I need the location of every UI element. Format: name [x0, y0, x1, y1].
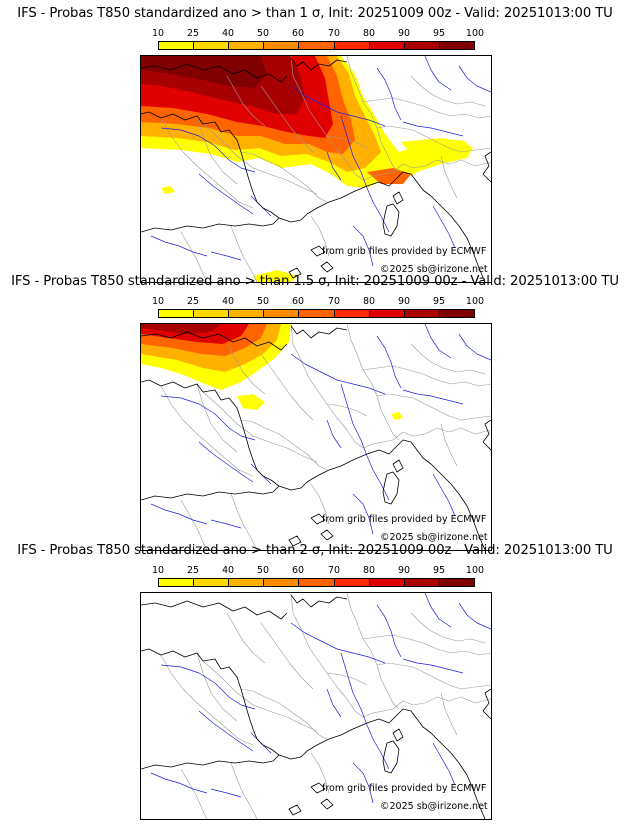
map-panel-1: IFS - Probas T850 standardized ano > tha… — [0, 6, 630, 283]
colorbar-tick-label: 95 — [432, 28, 446, 39]
panel-title: IFS - Probas T850 standardized ano > tha… — [11, 274, 619, 289]
colorbar-swatch — [439, 310, 474, 317]
colorbar-swatch — [404, 42, 440, 49]
probability-band-10-alps — [391, 412, 403, 420]
colorbar-swatch — [404, 579, 440, 586]
colorbar-ticks: 10 25 40 50 60 70 80 90 95 100 — [152, 565, 484, 576]
colorbar-swatch — [264, 42, 300, 49]
colorbar-tick-label: 80 — [362, 565, 376, 576]
colorbar-tick-label: 60 — [291, 296, 305, 307]
colorbar-swatch — [194, 42, 230, 49]
colorbar-tick-label: 10 — [151, 565, 165, 576]
colorbar-ticks: 10 25 40 50 60 70 80 90 95 100 — [152, 28, 484, 39]
colorbar-tick-label: 90 — [397, 28, 411, 39]
colorbar-tick-label: 40 — [221, 565, 235, 576]
colorbar-tick-label: 90 — [397, 296, 411, 307]
colorbar-tick-label: 50 — [256, 28, 270, 39]
colorbar-tick-label: 70 — [327, 565, 341, 576]
probability-band-95 — [141, 56, 267, 88]
colorbar-swatches — [158, 309, 475, 318]
panel-title: IFS - Probas T850 standardized ano > tha… — [17, 543, 613, 558]
colorbar-swatch — [299, 579, 335, 586]
credit-source: from grib files provided by ECMWF — [322, 514, 487, 525]
colorbar-swatch — [404, 310, 440, 317]
coastline — [141, 57, 491, 282]
probability-band-10-south — [253, 270, 297, 282]
colorbar-swatch — [369, 310, 405, 317]
colorbar-swatch — [194, 310, 230, 317]
colorbar-swatch — [369, 42, 405, 49]
colorbar-swatch — [299, 42, 335, 49]
colorbar-swatch — [229, 310, 265, 317]
colorbar-swatch — [439, 579, 474, 586]
colorbar-legend: 10 25 40 50 60 70 80 90 95 100 — [152, 565, 484, 587]
colorbar-swatch — [264, 579, 300, 586]
colorbar-swatch — [264, 310, 300, 317]
colorbar-tick-label: 95 — [432, 296, 446, 307]
map-canvas — [141, 324, 491, 550]
colorbar-tick-label: 80 — [362, 28, 376, 39]
colorbar-swatch — [194, 579, 230, 586]
colorbar-swatch — [334, 310, 370, 317]
panel-title: IFS - Probas T850 standardized ano > tha… — [17, 6, 613, 21]
colorbar-swatch — [334, 579, 370, 586]
probability-band-10-west — [237, 394, 265, 410]
colorbar-swatch — [439, 42, 474, 49]
colorbar-swatch — [229, 579, 265, 586]
colorbar-tick-label: 50 — [256, 565, 270, 576]
colorbar-tick-label: 60 — [291, 28, 305, 39]
map-canvas — [141, 593, 491, 819]
colorbar-tick-label: 95 — [432, 565, 446, 576]
probability-band-60-alps — [367, 168, 411, 184]
colorbar-swatch — [159, 42, 195, 49]
coastline — [141, 325, 491, 550]
colorbar-tick-label: 100 — [465, 28, 485, 39]
country-borders — [160, 324, 491, 550]
colorbar-swatches — [158, 41, 475, 50]
colorbar-tick-label: 40 — [221, 28, 235, 39]
colorbar-ticks: 10 25 40 50 60 70 80 90 95 100 — [152, 296, 484, 307]
credit-source: from grib files provided by ECMWF — [322, 783, 487, 794]
colorbar-swatch — [159, 310, 195, 317]
coastline — [141, 594, 491, 819]
colorbar-legend: 10 25 40 50 60 70 80 90 95 100 — [152, 296, 484, 318]
colorbar-tick-label: 100 — [465, 296, 485, 307]
colorbar-tick-label: 50 — [256, 296, 270, 307]
map-canvas — [141, 56, 491, 282]
colorbar-tick-label: 100 — [465, 565, 485, 576]
credit-source: from grib files provided by ECMWF — [322, 246, 487, 257]
probability-band-10-alps — [401, 138, 467, 156]
colorbar-swatch — [299, 310, 335, 317]
colorbar-tick-label: 25 — [186, 28, 200, 39]
colorbar-swatch — [334, 42, 370, 49]
colorbar-swatch — [369, 579, 405, 586]
probability-map — [140, 55, 492, 283]
colorbar-tick-label: 10 — [151, 28, 165, 39]
colorbar-tick-label: 90 — [397, 565, 411, 576]
credit-copyright: ©2025 sb@irizone.net — [380, 264, 488, 275]
credit-copyright: ©2025 sb@irizone.net — [380, 532, 488, 543]
colorbar-swatches — [158, 578, 475, 587]
credit-copyright: ©2025 sb@irizone.net — [380, 801, 488, 812]
probability-map — [140, 592, 492, 820]
colorbar-tick-label: 80 — [362, 296, 376, 307]
map-panel-3: IFS - Probas T850 standardized ano > tha… — [0, 543, 630, 820]
colorbar-tick-label: 25 — [186, 296, 200, 307]
probability-band-10-small — [161, 186, 175, 194]
colorbar-tick-label: 40 — [221, 296, 235, 307]
colorbar-legend: 10 25 40 50 60 70 80 90 95 100 — [152, 28, 484, 50]
colorbar-tick-label: 70 — [327, 28, 341, 39]
colorbar-swatch — [229, 42, 265, 49]
colorbar-tick-label: 70 — [327, 296, 341, 307]
colorbar-swatch — [159, 579, 195, 586]
country-borders — [160, 593, 491, 819]
colorbar-tick-label: 10 — [151, 296, 165, 307]
country-borders — [160, 56, 491, 282]
map-panel-2: IFS - Probas T850 standardized ano > tha… — [0, 274, 630, 551]
probability-map — [140, 323, 492, 551]
probability-band-90 — [141, 324, 221, 334]
colorbar-tick-label: 25 — [186, 565, 200, 576]
colorbar-tick-label: 60 — [291, 565, 305, 576]
